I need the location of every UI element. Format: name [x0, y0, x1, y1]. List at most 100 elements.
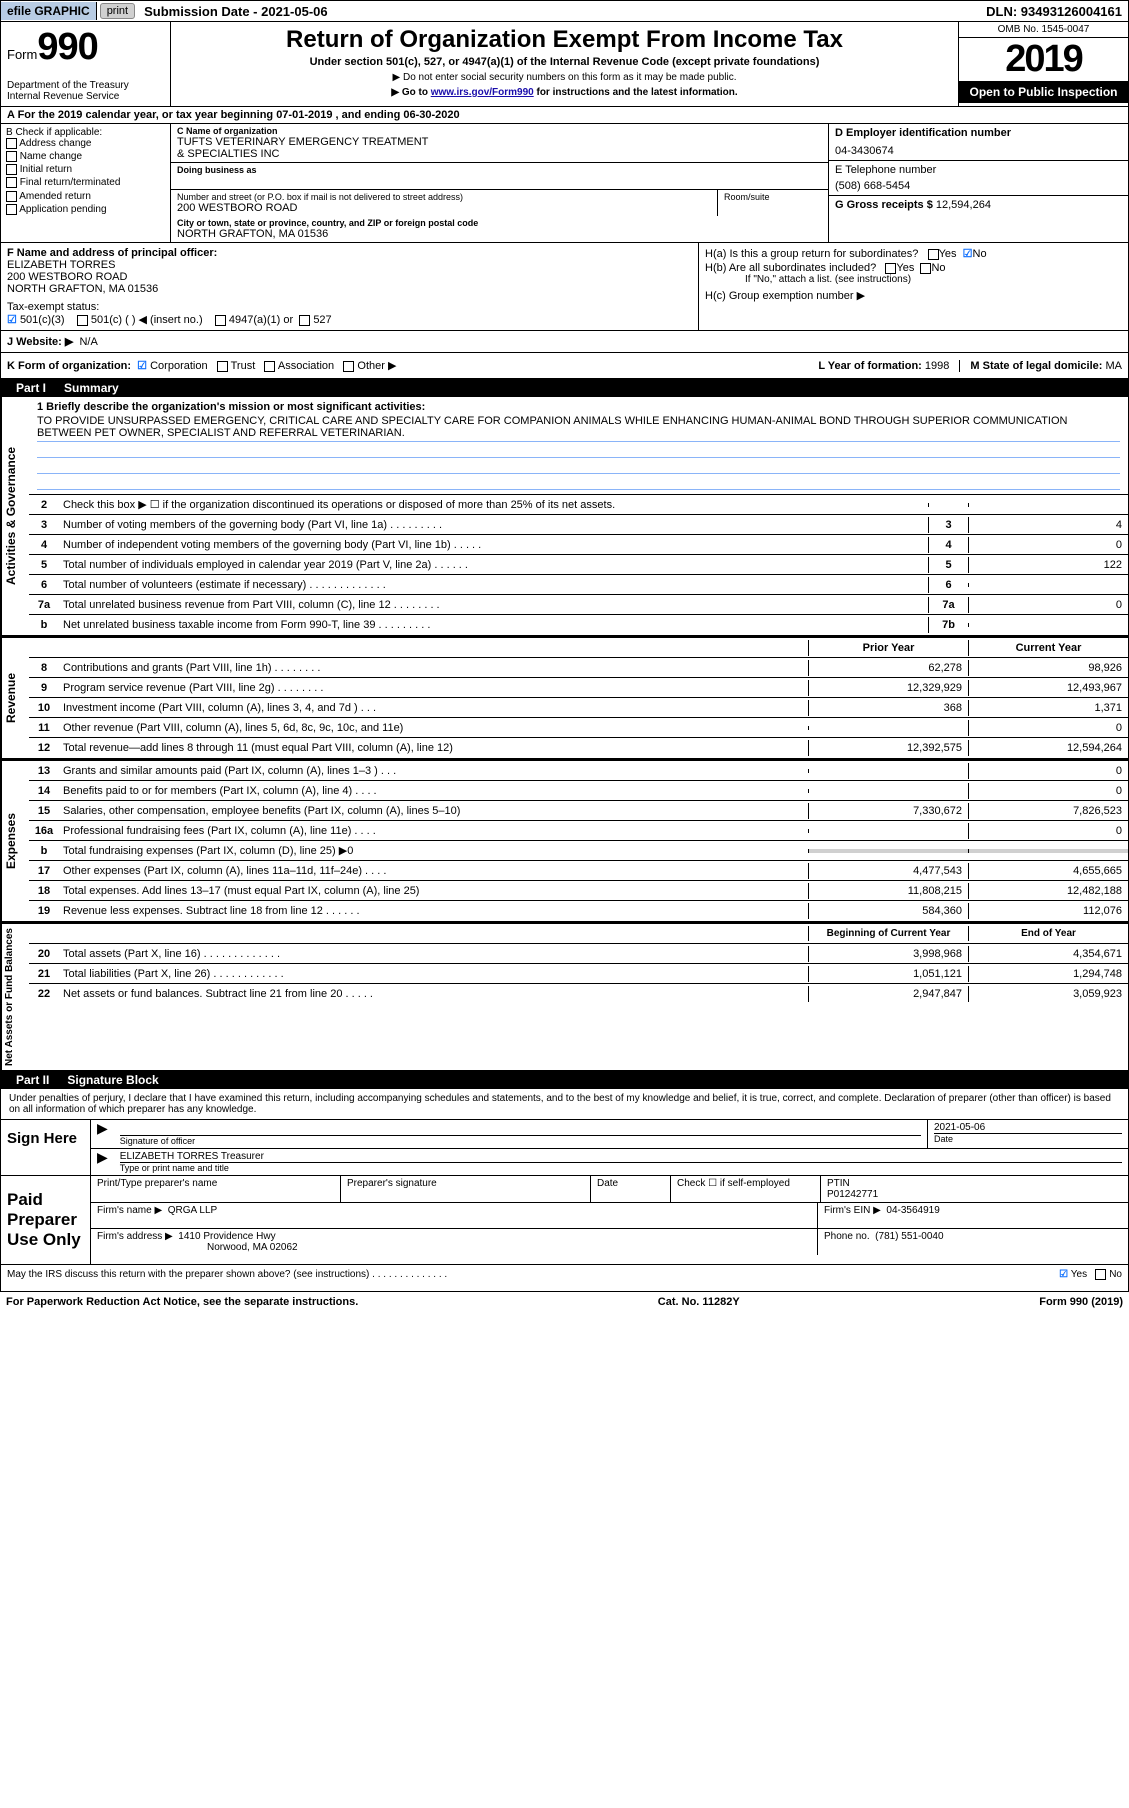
firm-addr-line: Firm's address ▶ 1410 Providence Hwy Nor…	[91, 1229, 1128, 1255]
line-box: 7a	[928, 597, 968, 613]
k-assoc-checkbox[interactable]	[264, 361, 275, 372]
irs-no-checkbox[interactable]	[1095, 1269, 1106, 1280]
irs-discuss-label: May the IRS discuss this return with the…	[7, 1269, 1059, 1287]
ha-row: H(a) Is this a group return for subordin…	[705, 247, 1122, 260]
officer-name-label: Type or print name and title	[120, 1163, 1122, 1173]
room-label: Room/suite	[724, 192, 822, 202]
line-number: 16a	[29, 823, 59, 839]
checkbox-501c[interactable]	[77, 315, 88, 326]
mission-label: 1 Briefly describe the organization's mi…	[37, 401, 425, 413]
officer-name-value: ELIZABETH TORRES Treasurer	[120, 1151, 1122, 1163]
checkbox[interactable]	[6, 164, 17, 175]
phone-label: Phone no.	[824, 1231, 870, 1242]
top-bar: efile GRAPHIC print Submission Date - 20…	[0, 0, 1129, 22]
hb-no-checkbox[interactable]	[920, 263, 931, 274]
check-item: Amended return	[6, 191, 165, 202]
footer-left: For Paperwork Reduction Act Notice, see …	[6, 1296, 358, 1308]
line-desc: Total number of individuals employed in …	[59, 557, 928, 573]
paid-preparer-row: Paid Preparer Use Only Print/Type prepar…	[1, 1176, 1128, 1265]
hb-no: No	[931, 262, 945, 274]
expenses-section: Expenses 13Grants and similar amounts pa…	[0, 759, 1129, 922]
print-button[interactable]: print	[100, 3, 135, 19]
current-year-value: 98,926	[968, 660, 1128, 676]
line-value	[968, 623, 1128, 627]
checkbox-4947[interactable]	[215, 315, 226, 326]
k-trust-checkbox[interactable]	[217, 361, 228, 372]
line-number: 17	[29, 863, 59, 879]
checkbox[interactable]	[6, 204, 17, 215]
open-public-label: Open to Public Inspection	[959, 81, 1128, 103]
officer-addr2: NORTH GRAFTON, MA 01536	[7, 283, 692, 295]
tax-exempt-label: Tax-exempt status:	[7, 301, 99, 313]
checkbox[interactable]	[6, 177, 17, 188]
summary-line: 17Other expenses (Part IX, column (A), l…	[29, 861, 1128, 881]
summary-line: 12Total revenue—add lines 8 through 11 (…	[29, 738, 1128, 758]
line-desc: Net unrelated business taxable income fr…	[59, 617, 928, 633]
header-left: Form990 Department of the Treasury Inter…	[1, 22, 171, 106]
k-other-checkbox[interactable]	[343, 361, 354, 372]
summary-line: 5Total number of individuals employed in…	[29, 555, 1128, 575]
summary-line: 7aTotal unrelated business revenue from …	[29, 595, 1128, 615]
firm-phone-cell: Phone no. (781) 551-0040	[818, 1229, 1128, 1255]
line-number: 6	[29, 577, 59, 593]
page-footer: For Paperwork Reduction Act Notice, see …	[0, 1292, 1129, 1312]
prep-date-label: Date	[591, 1176, 671, 1202]
street-address: Number and street (or P.O. box if mail i…	[171, 190, 718, 216]
l-value: 1998	[925, 360, 949, 372]
line-box: 4	[928, 537, 968, 553]
summary-line: 18Total expenses. Add lines 13–17 (must …	[29, 881, 1128, 901]
line-number: 4	[29, 537, 59, 553]
line-desc: Benefits paid to or for members (Part IX…	[59, 783, 808, 799]
line-box: 7b	[928, 617, 968, 633]
dba-label: Doing business as	[177, 165, 822, 175]
form-num: 990	[37, 26, 97, 68]
hb-yes-checkbox[interactable]	[885, 263, 896, 274]
line-desc: Net assets or fund balances. Subtract li…	[59, 986, 808, 1002]
net-assets-tab: Net Assets or Fund Balances	[1, 924, 29, 1070]
mission-blank-3	[37, 474, 1120, 490]
check-applicable-col: B Check if applicable: Address change Na…	[1, 124, 171, 242]
irs-link[interactable]: www.irs.gov/Form990	[431, 87, 534, 98]
ha-yes-checkbox[interactable]	[928, 249, 939, 260]
line-number: 22	[29, 986, 59, 1002]
dba-row: Doing business as	[171, 163, 828, 190]
principal-officer: F Name and address of principal officer:…	[1, 243, 698, 330]
checkbox-527[interactable]	[299, 315, 310, 326]
line-desc: Total unrelated business revenue from Pa…	[59, 597, 928, 613]
hb-yes: Yes	[896, 262, 914, 274]
summary-line: bTotal fundraising expenses (Part IX, co…	[29, 841, 1128, 861]
prior-year-value: 7,330,672	[808, 803, 968, 819]
part-1-header: Part I Summary	[0, 379, 1129, 397]
current-year-value: 12,594,264	[968, 740, 1128, 756]
efile-label: efile GRAPHIC	[1, 2, 97, 20]
summary-line: 3Number of voting members of the governi…	[29, 515, 1128, 535]
line-number: 18	[29, 883, 59, 899]
gross-label: G Gross receipts $	[835, 199, 933, 211]
line-box: 5	[928, 557, 968, 573]
checkbox[interactable]	[6, 138, 17, 149]
line-number: b	[29, 617, 59, 633]
ha-no: No	[973, 248, 987, 260]
prior-year-value: 12,329,929	[808, 680, 968, 696]
summary-line: 16aProfessional fundraising fees (Part I…	[29, 821, 1128, 841]
irs-no: No	[1109, 1269, 1122, 1280]
summary-line: 8Contributions and grants (Part VIII, li…	[29, 658, 1128, 678]
m-value: MA	[1106, 360, 1123, 372]
governance-section: Activities & Governance 1 Briefly descri…	[0, 397, 1129, 636]
group-return-col: H(a) Is this a group return for subordin…	[698, 243, 1128, 330]
mission-block: 1 Briefly describe the organization's mi…	[29, 397, 1128, 495]
current-year-value: 0	[968, 763, 1128, 779]
revenue-content: Prior Year Current Year 8Contributions a…	[29, 638, 1128, 758]
line-value	[968, 503, 1128, 507]
checkbox[interactable]	[6, 191, 17, 202]
current-year-value: 3,059,923	[968, 986, 1128, 1002]
summary-line: 19Revenue less expenses. Subtract line 1…	[29, 901, 1128, 921]
ptin-label: PTIN	[827, 1178, 850, 1189]
line-number: 2	[29, 497, 59, 513]
firm-ein-label: Firm's EIN ▶	[824, 1205, 881, 1216]
prior-year-value: 62,278	[808, 660, 968, 676]
checkbox[interactable]	[6, 151, 17, 162]
tel-value: (508) 668-5454	[835, 180, 1122, 192]
line-desc: Number of voting members of the governin…	[59, 517, 928, 533]
city-row: City or town, state or province, country…	[171, 216, 828, 242]
